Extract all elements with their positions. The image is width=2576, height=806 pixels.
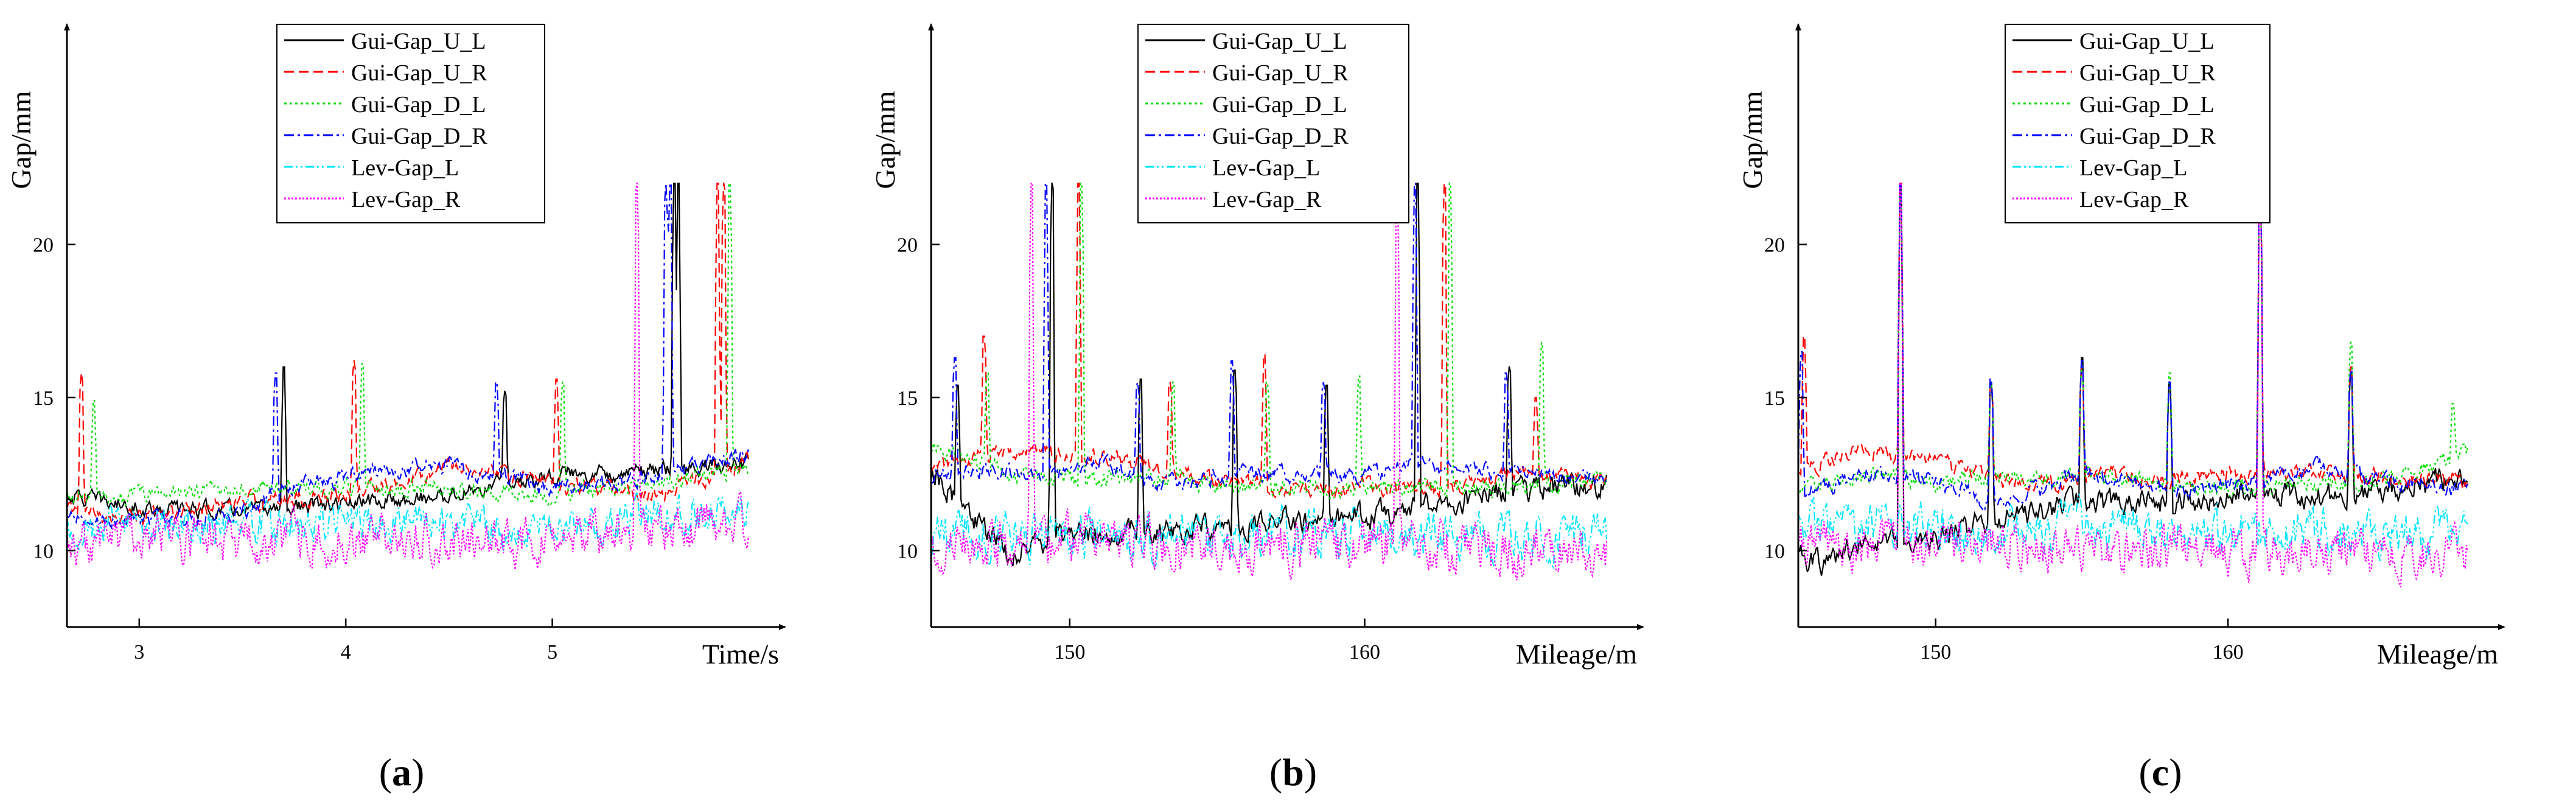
series-line-gui-gap-d-l xyxy=(932,183,1607,500)
series-line-lev-gap-r xyxy=(68,183,749,570)
x-tick-label: 150 xyxy=(1054,641,1085,664)
legend-label: Gui-Gap_U_R xyxy=(2079,60,2216,86)
legend-label: Gui-Gap_D_R xyxy=(351,124,487,149)
legend-label: Lev-Gap_L xyxy=(1212,155,1320,181)
legend-label: Gui-Gap_U_L xyxy=(2079,29,2215,54)
legend-label: Gui-Gap_U_L xyxy=(351,29,486,54)
y-tick-label: 10 xyxy=(33,540,54,562)
y-tick-label: 15 xyxy=(897,387,918,410)
series-group xyxy=(932,183,1607,581)
series-line-gui-gap-d-r xyxy=(68,183,749,530)
legend-label: Gui-Gap_D_R xyxy=(2079,124,2216,149)
legend-box xyxy=(2005,24,2271,223)
legend-box xyxy=(1137,24,1409,223)
series-line-gui-gap-d-l xyxy=(1799,183,2468,499)
legend-label: Lev-Gap_R xyxy=(351,187,461,212)
chart-panel-1: 3 4 5101520Time/sGap/mmGui-Gap_U_LGui-Gap_… xyxy=(5,23,786,794)
x-tick-label: 3 xyxy=(134,641,144,664)
y-tick-label: 20 xyxy=(33,234,54,257)
y-axis-label: Gap/mm xyxy=(1737,91,1768,189)
x-tick-label: 160 xyxy=(1349,641,1380,664)
series-line-gui-gap-d-l xyxy=(68,183,749,506)
panel-label: (a) xyxy=(379,751,425,794)
legend-label: Lev-Gap_L xyxy=(351,155,459,181)
legend-label: Gui-Gap_U_L xyxy=(1212,29,1347,54)
series-line-gui-gap-u-l xyxy=(68,183,749,521)
x-tick-label: 150 xyxy=(1920,641,1951,664)
panel-label: (c) xyxy=(2138,751,2182,794)
legend-label: Gui-Gap_D_R xyxy=(1212,124,1349,149)
legend-box xyxy=(276,24,545,223)
legend-label: Gui-Gap_U_R xyxy=(1212,60,1349,86)
y-tick-label: 10 xyxy=(1764,540,1785,562)
legend: Gui-Gap_U_L Gui-Gap_U_R Gui-Gap_D_L Gui-Gap… xyxy=(276,24,545,223)
x-tick-label: 5 xyxy=(547,641,557,664)
legend-label: Lev-Gap_R xyxy=(1212,187,1322,212)
panel-label: (b) xyxy=(1269,751,1317,794)
y-tick-label: 20 xyxy=(897,234,918,257)
x-axis-label: Mileage/m xyxy=(1516,639,1637,670)
series-line-gui-gap-u-r xyxy=(68,183,749,527)
x-axis-label: Mileage/m xyxy=(2377,639,2498,670)
legend-label: Gui-Gap_U_R xyxy=(351,60,487,86)
x-axis-label: Time/s xyxy=(702,639,779,670)
legend-label: Gui-Gap_D_L xyxy=(2079,92,2215,117)
legend: Gui-Gap_U_L Gui-Gap_U_R Gui-Gap_D_L Gui-Gap… xyxy=(2005,24,2271,223)
series-line-gui-gap-u-r xyxy=(1799,183,2468,494)
y-tick-label: 15 xyxy=(33,387,54,410)
x-tick-label: 4 xyxy=(341,641,351,664)
chart-panel-3: 150 160101520Mileage/mGap/mmGui-Gap_U_LGu… xyxy=(1737,23,2505,794)
y-tick-label: 10 xyxy=(897,540,918,562)
series-group xyxy=(68,183,749,570)
x-tick-label: 160 xyxy=(2213,641,2244,664)
y-tick-label: 20 xyxy=(1764,234,1785,257)
chart-panel-2: 150 160101520Mileage/mGap/mmGui-Gap_U_LGu… xyxy=(870,23,1644,794)
series-line-gui-gap-u-l xyxy=(1799,183,2468,576)
series-line-lev-gap-l xyxy=(1799,492,2468,563)
series-line-lev-gap-l xyxy=(68,491,749,552)
series-line-gui-gap-d-r xyxy=(932,183,1607,492)
legend-label: Gui-Gap_D_L xyxy=(351,92,486,117)
y-axis-label: Gap/mm xyxy=(870,91,901,189)
series-line-lev-gap-l xyxy=(932,503,1607,570)
series-line-gui-gap-u-r xyxy=(932,183,1607,500)
series-group xyxy=(1799,183,2468,587)
legend-label: Gui-Gap_D_L xyxy=(1212,92,1347,117)
legend-label: Lev-Gap_L xyxy=(2079,155,2187,181)
y-tick-label: 15 xyxy=(1764,387,1785,410)
legend-label: Lev-Gap_R xyxy=(2079,187,2189,212)
series-line-gui-gap-d-r xyxy=(1799,183,2468,511)
legend: Gui-Gap_U_L Gui-Gap_U_R Gui-Gap_D_L Gui-Gap… xyxy=(1137,24,1409,223)
y-axis-label: Gap/mm xyxy=(5,91,37,189)
